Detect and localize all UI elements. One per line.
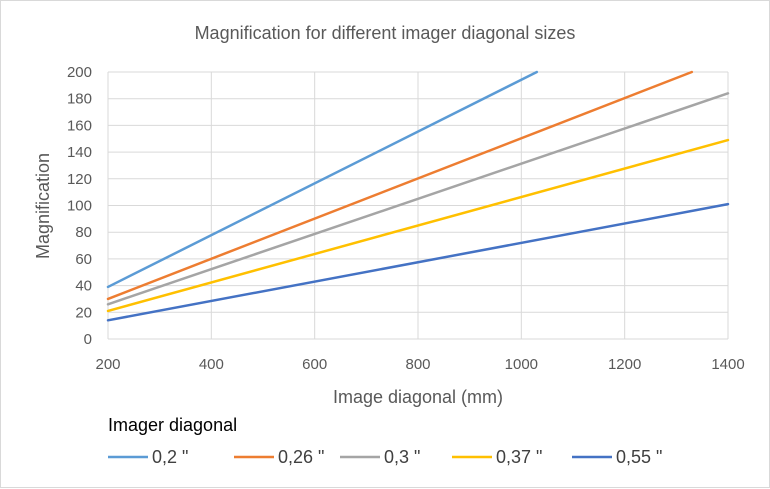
y-tick-label: 180 (67, 91, 92, 108)
x-tick-label: 1200 (608, 356, 641, 373)
series-line-1 (106, 70, 694, 301)
x-tick-label: 1000 (505, 356, 538, 373)
series-line-2 (106, 92, 730, 306)
legend: 0,2 " 0,26 " 0,3 " 0,37 " 0,55 " (108, 447, 662, 467)
y-axis-ticks: 0 20 40 60 80 100 120 140 160 180 200 (67, 64, 92, 348)
chart-title: Magnification for different imager diago… (195, 23, 576, 43)
x-tick-label: 200 (95, 356, 120, 373)
series-line-4 (106, 202, 730, 322)
x-axis-label: Image diagonal (mm) (333, 387, 503, 407)
y-tick-label: 80 (75, 224, 92, 241)
x-tick-label: 400 (199, 356, 224, 373)
legend-title: Imager diagonal (108, 415, 237, 435)
y-tick-label: 20 (75, 304, 92, 321)
y-tick-label: 200 (67, 64, 92, 81)
series-lines (106, 70, 730, 322)
x-axis-ticks: 200 400 600 800 1000 1200 1400 (95, 356, 744, 373)
legend-label-0: 0,2 " (152, 447, 188, 467)
y-tick-label: 120 (67, 171, 92, 188)
y-tick-label: 140 (67, 144, 92, 161)
y-axis-label: Magnification (33, 153, 53, 259)
x-tick-label: 600 (302, 356, 327, 373)
x-tick-label: 800 (405, 356, 430, 373)
y-tick-label: 40 (75, 278, 92, 295)
gridlines (107, 71, 729, 340)
y-tick-label: 100 (67, 198, 92, 215)
y-tick-label: 160 (67, 117, 92, 134)
legend-label-3: 0,37 " (496, 447, 542, 467)
series-line-3 (106, 138, 730, 313)
y-tick-label: 0 (84, 331, 92, 348)
legend-label-4: 0,55 " (616, 447, 662, 467)
x-tick-label: 1400 (711, 356, 744, 373)
series-line-0 (106, 70, 539, 289)
legend-label-2: 0,3 " (384, 447, 420, 467)
legend-label-1: 0,26 " (278, 447, 324, 467)
y-tick-label: 60 (75, 251, 92, 268)
